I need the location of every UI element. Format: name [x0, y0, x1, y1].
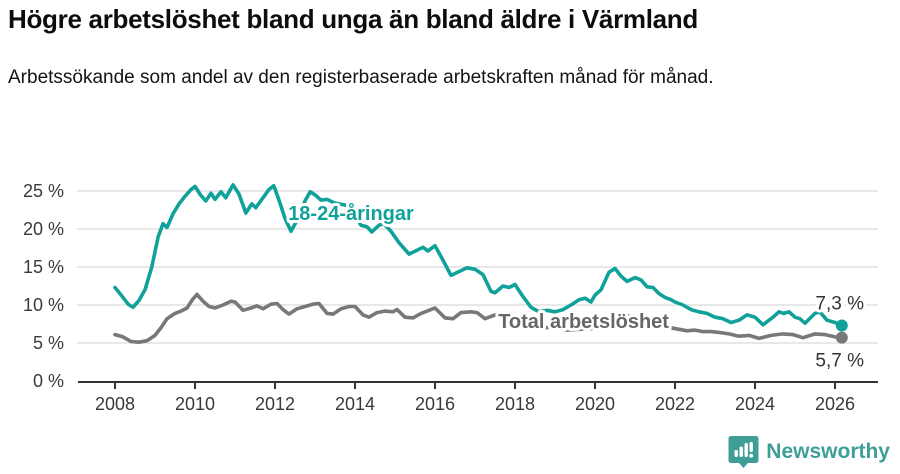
- series-end-dot-total: [835, 331, 848, 344]
- brand-footer: Newsworthy: [728, 435, 890, 468]
- chart-subtitle: Arbetssökande som andel av den registerb…: [8, 67, 714, 88]
- page-title: Högre arbetslöshet bland unga än bland ä…: [8, 4, 698, 34]
- end-value-label-total: 5,7 %: [815, 351, 864, 372]
- x-axis-tick-label: 2016: [415, 394, 455, 414]
- x-axis-tick-label: 2014: [335, 394, 375, 414]
- x-axis-tick-label: 2008: [95, 394, 135, 414]
- y-axis-tick-label: 15 %: [23, 257, 64, 277]
- x-axis-tick-label: 2020: [575, 394, 615, 414]
- x-axis-tick-label: 2026: [815, 394, 855, 414]
- y-axis-tick-label: 5 %: [33, 333, 64, 353]
- x-axis-tick-label: 2010: [175, 394, 215, 414]
- x-axis-tick-label: 2024: [735, 394, 775, 414]
- series-line-young: [113, 183, 844, 328]
- y-axis-tick-label: 20 %: [23, 219, 64, 239]
- x-axis-tick-label: 2018: [495, 394, 535, 414]
- end-value-label-young: 7,3 %: [815, 294, 864, 315]
- brand-name: Newsworthy: [766, 439, 890, 463]
- series-label-total: Total arbetslöshet: [498, 311, 669, 333]
- series-end-dot-young: [835, 319, 848, 332]
- bar-chart-speech-bubble-icon: [728, 436, 759, 468]
- x-axis-tick-label: 2022: [655, 394, 695, 414]
- series-label-young: 18-24-åringar: [288, 202, 414, 225]
- x-axis-tick-label: 2012: [255, 394, 295, 414]
- y-axis-tick-label: 10 %: [23, 295, 64, 315]
- series-line-total: [113, 292, 844, 345]
- y-axis-tick-label: 25 %: [23, 181, 64, 201]
- y-axis-tick-label: 0 %: [33, 371, 64, 391]
